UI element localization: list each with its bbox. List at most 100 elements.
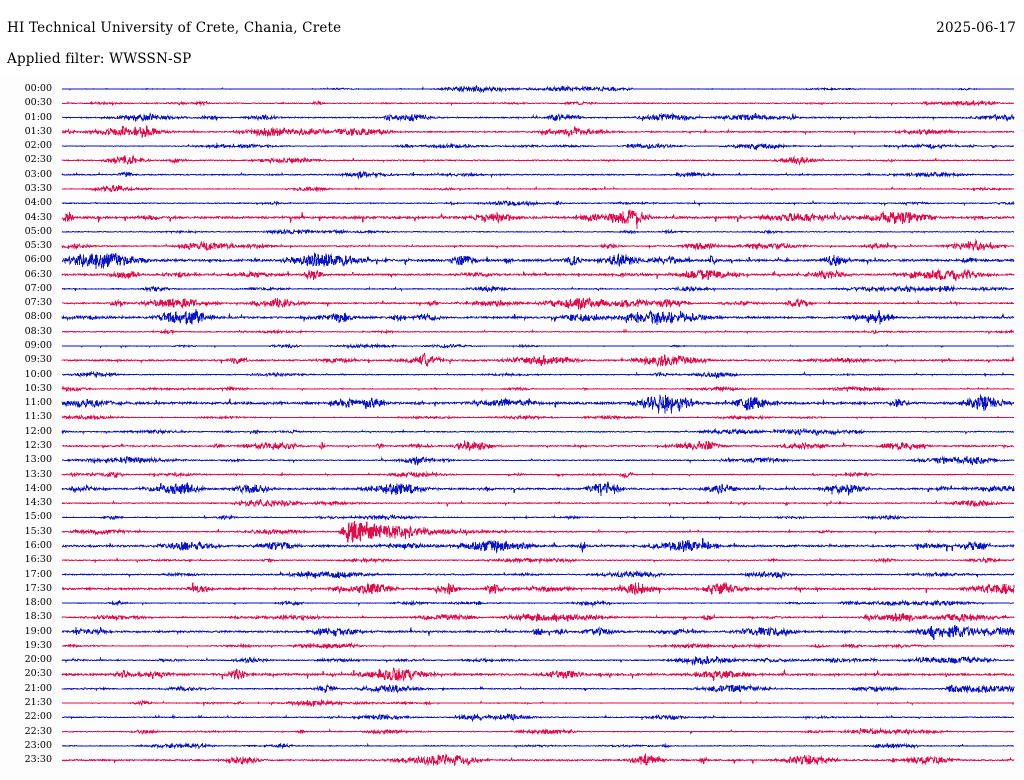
- trace-row: [61, 142, 1015, 152]
- trace-row: [61, 498, 1015, 508]
- time-label: 13:30: [24, 468, 52, 480]
- trace-row: [61, 440, 1015, 452]
- trace-row: [61, 521, 1015, 544]
- trace-row: [61, 624, 1015, 641]
- trace-row: [61, 112, 1015, 122]
- trace-row: [61, 393, 1015, 414]
- trace-row: [62, 297, 1015, 311]
- trace-row: [61, 184, 1015, 193]
- trace-row: [61, 641, 1015, 650]
- trace-row: [61, 570, 1015, 580]
- time-label: 16:30: [24, 554, 52, 566]
- trace-row: [61, 342, 1015, 349]
- time-label: 09:30: [24, 354, 52, 366]
- trace-row: [61, 753, 1015, 767]
- time-label: 19:00: [24, 625, 52, 637]
- time-label: 08:00: [24, 311, 52, 323]
- time-label: 22:00: [24, 711, 52, 723]
- time-label: 13:00: [24, 454, 52, 466]
- trace-row: [61, 385, 1015, 393]
- trace-row: [61, 712, 1015, 723]
- time-label: 01:30: [24, 125, 52, 137]
- time-label: 02:00: [24, 140, 52, 152]
- trace-row: [62, 99, 1015, 107]
- trace-row: [61, 556, 1015, 565]
- trace-row: [61, 413, 1015, 421]
- time-label: 18:00: [24, 597, 52, 609]
- time-label: 03:30: [24, 182, 52, 194]
- trace-row: [61, 252, 1015, 270]
- trace-row: [61, 481, 1015, 496]
- trace-row: [61, 727, 1015, 736]
- trace-row: [61, 268, 1015, 282]
- record-date: 2025-06-17: [936, 20, 1016, 36]
- time-label: 19:30: [24, 639, 52, 651]
- time-label: 17:00: [24, 568, 52, 580]
- time-label: 05:30: [24, 240, 52, 252]
- time-label: 21:30: [24, 697, 52, 709]
- time-label: 01:00: [24, 111, 52, 123]
- trace-row: [61, 581, 1015, 596]
- time-label: 06:00: [24, 254, 52, 266]
- trace-row: [61, 612, 1015, 623]
- time-label: 23:30: [24, 754, 52, 766]
- time-label: 23:00: [24, 739, 52, 751]
- time-label: 20:30: [24, 668, 52, 680]
- trace-row: [61, 209, 1015, 229]
- time-label: 10:00: [24, 368, 52, 380]
- time-label: 22:30: [24, 725, 52, 737]
- time-label: 09:00: [24, 340, 52, 352]
- trace-row: [61, 284, 1015, 293]
- time-label: 05:00: [24, 225, 52, 237]
- trace-row: [61, 370, 1015, 380]
- trace-row: [61, 199, 1015, 207]
- trace-row: [61, 427, 1015, 436]
- time-label: 16:00: [24, 539, 52, 551]
- time-label: 10:30: [24, 382, 52, 394]
- trace-row: [61, 683, 1015, 694]
- time-label: 18:30: [24, 611, 52, 623]
- trace-row: [61, 228, 1015, 235]
- time-label: 20:00: [24, 654, 52, 666]
- time-label: 04:30: [24, 211, 52, 223]
- time-label: 07:00: [24, 282, 52, 294]
- time-label: 17:30: [24, 582, 52, 594]
- trace-row: [61, 84, 1015, 94]
- trace-row: [61, 513, 1015, 521]
- time-label: 08:30: [24, 325, 52, 337]
- time-label: 00:00: [24, 83, 52, 94]
- time-label: 14:30: [24, 497, 52, 509]
- trace-row: [61, 741, 1015, 750]
- trace-row: [61, 170, 1015, 180]
- time-label: 21:00: [24, 682, 52, 694]
- time-label: 07:30: [24, 297, 52, 309]
- trace-row: [61, 537, 1015, 554]
- trace-row: [61, 598, 1015, 608]
- applied-filter-label: Applied filter: WWSSN-SP: [7, 51, 192, 67]
- time-label: 03:00: [24, 168, 52, 180]
- page-title: HI Technical University of Crete, Chania…: [7, 20, 342, 36]
- time-label: 00:30: [24, 97, 52, 109]
- trace-row: [61, 352, 1015, 367]
- time-label: 12:30: [24, 440, 52, 451]
- trace-row: [61, 308, 1015, 326]
- trace-row: [61, 125, 1015, 138]
- time-label: 15:00: [24, 511, 52, 523]
- time-label: 04:00: [24, 197, 52, 209]
- trace-row: [61, 470, 1015, 479]
- trace-row: [61, 455, 1015, 466]
- trace-row: [61, 667, 1015, 683]
- trace-row: [61, 154, 1015, 166]
- time-label: 14:00: [24, 482, 52, 494]
- trace-row: [61, 238, 1015, 252]
- time-label: 12:00: [24, 425, 52, 437]
- time-label: 15:30: [24, 525, 52, 537]
- plot-background: [0, 78, 1024, 780]
- time-label: 02:30: [24, 154, 52, 166]
- time-label: 06:30: [24, 268, 52, 280]
- time-label: 11:30: [24, 411, 52, 423]
- trace-row: [61, 698, 1015, 708]
